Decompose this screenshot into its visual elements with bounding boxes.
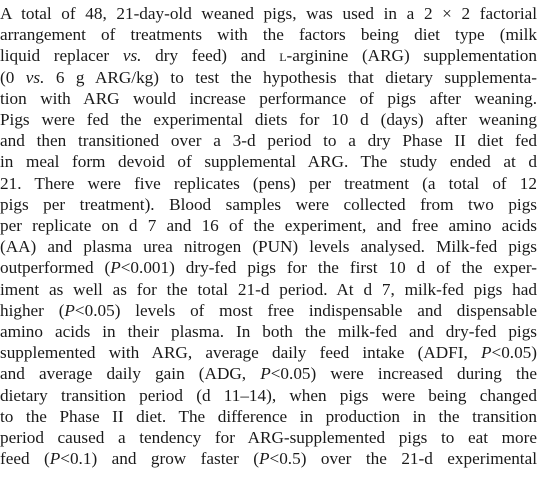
abstract-line: amino acids in their plasma. In both the… (0, 322, 537, 342)
abstract-line: outperformed (P<0.001) dry-fed pigs for … (0, 258, 537, 278)
abstract-line: pigs per treatment). Blood samples were … (0, 194, 537, 214)
abstract-line: to the Phase II diet. The difference in … (0, 406, 537, 426)
abstract-line: and then transitioned over a 3-d period … (0, 131, 537, 151)
abstract-text: A total of 48, 21-day-old weaned pigs, w… (0, 3, 537, 469)
abstract-line: period caused a tendency for ARG-supplem… (0, 428, 537, 448)
abstract-line: and average daily gain (ADG, P<0.05) wer… (0, 364, 537, 384)
abstract-line: in meal form devoid of supplemental ARG.… (0, 152, 537, 172)
abstract-line: Pigs were fed the experimental diets for… (0, 110, 537, 130)
abstract-line: feed (P<0.1) and grow faster (P<0.5) ove… (0, 449, 537, 469)
abstract-line: supplemented with ARG, average daily fee… (0, 343, 537, 363)
abstract-line: liquid replacer vs. dry feed) and l-argi… (0, 46, 537, 66)
abstract-line: higher (P<0.05) levels of most free indi… (0, 300, 537, 320)
abstract-line: (0 vs. 6 g ARG/kg) to test the hypothesi… (0, 67, 537, 87)
abstract-line: dietary transition period (d 11–14), whe… (0, 385, 537, 405)
abstract-line: 21. There were five replicates (pens) pe… (0, 173, 537, 193)
abstract-line: arrangement of treatments with the facto… (0, 25, 537, 45)
abstract-line: tion with ARG would increase performance… (0, 88, 537, 108)
abstract-line: A total of 48, 21-day-old weaned pigs, w… (0, 4, 537, 23)
abstract-line: iment as well as for the total 21-d peri… (0, 279, 537, 299)
abstract-line: (AA) and plasma urea nitrogen (PUN) leve… (0, 237, 537, 257)
abstract-line: per replicate on d 7 and 16 of the exper… (0, 216, 537, 236)
